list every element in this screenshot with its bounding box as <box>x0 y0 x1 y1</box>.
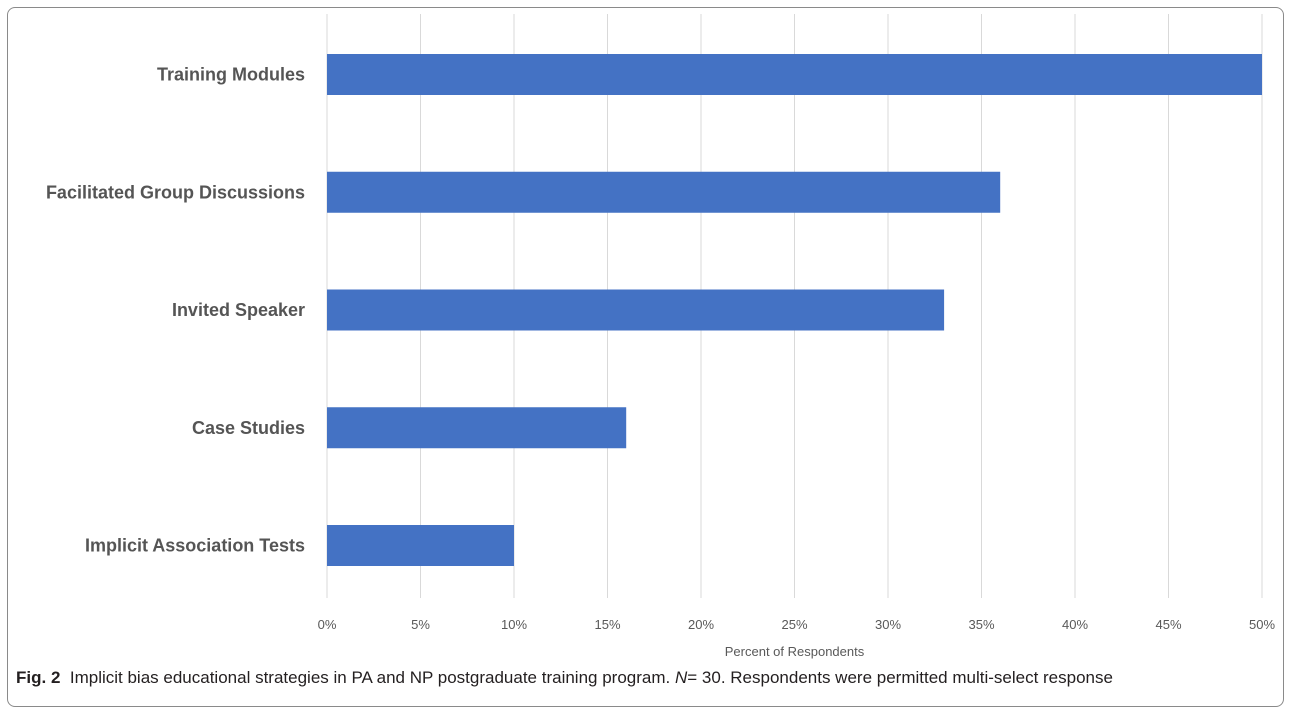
x-tick-label: 30% <box>875 617 901 632</box>
gridlines <box>326 14 1263 598</box>
caption-text-rest: = 30. Respondents were permitted multi-s… <box>687 668 1113 687</box>
bar <box>327 407 627 449</box>
x-tick-label: 40% <box>1062 617 1088 632</box>
x-tick-label: 45% <box>1155 617 1181 632</box>
x-tick-label: 35% <box>968 617 994 632</box>
figure-caption: Fig. 2 Implicit bias educational strateg… <box>16 668 1286 688</box>
category-labels: Training Modules Facilitated Group Discus… <box>46 65 305 556</box>
bars <box>327 54 1262 566</box>
x-tick-label: 5% <box>411 617 430 632</box>
caption-n-variable: N <box>674 668 688 687</box>
x-tick-label: 15% <box>594 617 620 632</box>
x-axis-title: Percent of Respondents <box>725 644 865 659</box>
x-tick-label: 20% <box>688 617 714 632</box>
category-label: Implicit Association Tests <box>85 536 305 556</box>
category-label: Invited Speaker <box>172 300 305 320</box>
bar <box>327 289 945 331</box>
x-tick-label: 25% <box>781 617 807 632</box>
figure-label: Fig. 2 <box>16 668 61 687</box>
x-tick-labels: 0% 5% 10% 15% 20% 25% 30% 35% 40% 45% 50% <box>318 617 1276 632</box>
x-tick-label: 10% <box>501 617 527 632</box>
x-tick-label: 0% <box>318 617 337 632</box>
caption-text: Implicit bias educational strategies in … <box>69 668 671 687</box>
bar <box>327 54 1262 95</box>
category-label: Case Studies <box>192 418 305 438</box>
category-label: Facilitated Group Discussions <box>46 182 305 202</box>
bar-chart: Training Modules Facilitated Group Discus… <box>46 14 1276 659</box>
bar <box>327 171 1001 213</box>
bar <box>327 525 514 566</box>
x-tick-label: 50% <box>1249 617 1275 632</box>
category-label: Training Modules <box>157 65 305 85</box>
